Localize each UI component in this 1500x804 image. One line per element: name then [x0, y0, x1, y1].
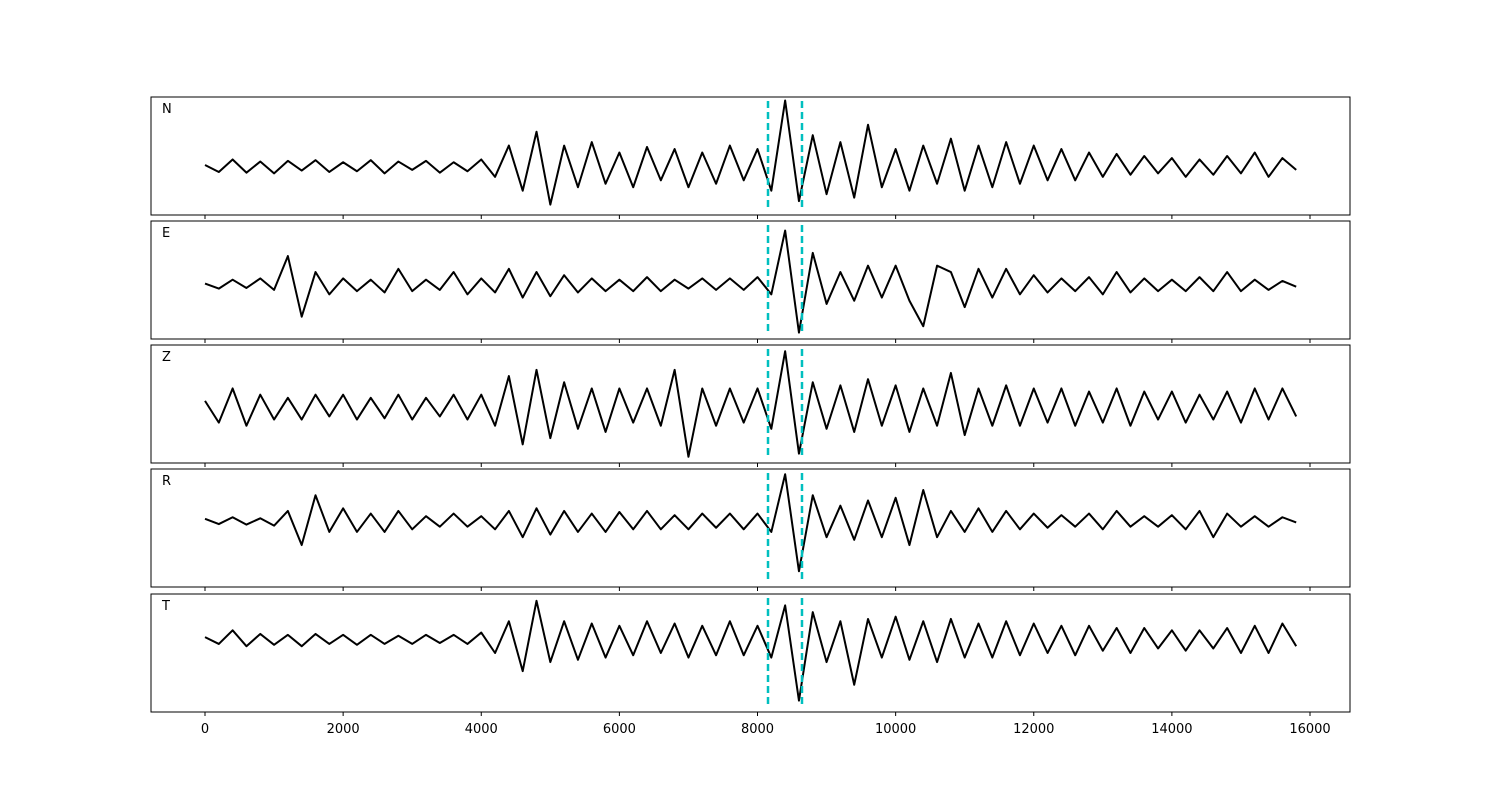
x-tick-label: 8000	[741, 722, 774, 737]
panel-frame	[150, 468, 1351, 588]
panel-label: R	[162, 474, 171, 489]
x-tick-label: 6000	[603, 722, 636, 737]
x-tick-label: 16000	[1289, 722, 1330, 737]
panel-label: Z	[162, 350, 171, 365]
x-tick-label: 14000	[1151, 722, 1192, 737]
trace	[204, 229, 1297, 334]
trace	[204, 350, 1298, 458]
panel-label: N	[162, 102, 172, 117]
trace	[204, 599, 1298, 702]
panel-frame	[150, 96, 1351, 216]
trace	[204, 473, 1297, 573]
x-tick-label: 2000	[327, 722, 360, 737]
x-tick-label: 0	[201, 722, 209, 737]
panel-frame	[150, 220, 1351, 340]
panel-frame	[150, 593, 1351, 713]
panel-frame	[150, 344, 1351, 464]
x-tick-label: 12000	[1013, 722, 1054, 737]
panel-label: T	[161, 599, 170, 614]
panel-label: E	[162, 226, 170, 241]
x-tick-label: 4000	[465, 722, 498, 737]
trace	[204, 99, 1297, 206]
x-tick-label: 10000	[875, 722, 916, 737]
